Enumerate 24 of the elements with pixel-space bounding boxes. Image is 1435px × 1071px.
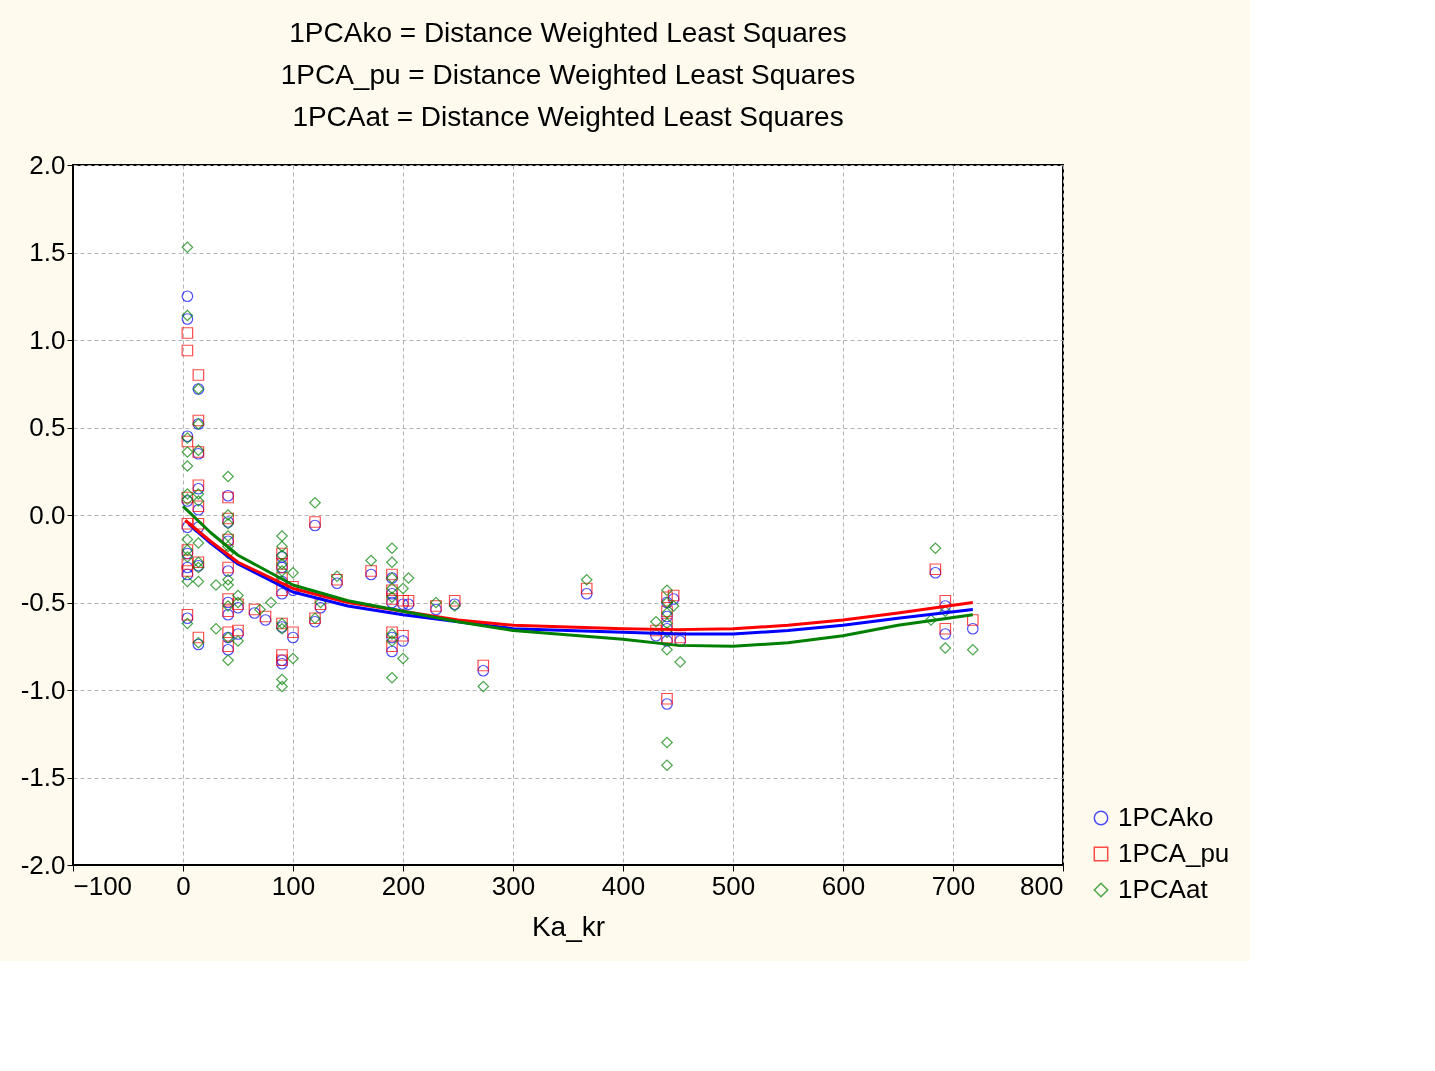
x-tick-label: 200: [381, 870, 426, 901]
y-tick-label: 1.5: [29, 237, 66, 267]
x-tick-label: 500: [711, 870, 756, 901]
x-tick-label: 100: [271, 870, 316, 901]
legend-label: 1PCA_pu: [1118, 838, 1230, 868]
y-tick-label: -2.0: [20, 849, 66, 880]
x-tick-label: 800: [1020, 870, 1064, 901]
x-tick-label: 300: [491, 870, 536, 901]
x-tick-label: 400: [601, 870, 646, 901]
x-axis-title: Ka_kr: [531, 910, 606, 942]
y-tick-label: 1.0: [29, 324, 66, 355]
y-tick-label: -0.5: [20, 587, 66, 617]
y-tick-label: 2.0: [29, 149, 66, 180]
x-tick-label: 0: [176, 870, 191, 901]
x-tick-label: −100: [73, 870, 133, 901]
legend-label: 1PCAko: [1118, 802, 1214, 832]
chart-title: 1PCAko = Distance Weighted Least Squares 1PCA_pu = Distance Weighted Least Squares 1PCAat = Distance Weighted Least Squares: [280, 17, 856, 132]
y-tick-label: 0.0: [29, 499, 66, 530]
y-tick-label: -1.5: [20, 762, 66, 792]
x-tick-label: 600: [821, 870, 866, 901]
x-tick-label: 700: [931, 870, 976, 901]
y-tick-label: -1.0: [20, 674, 66, 705]
legend-label: 1PCAat: [1118, 874, 1209, 904]
y-tick-label: 0.5: [29, 412, 66, 442]
